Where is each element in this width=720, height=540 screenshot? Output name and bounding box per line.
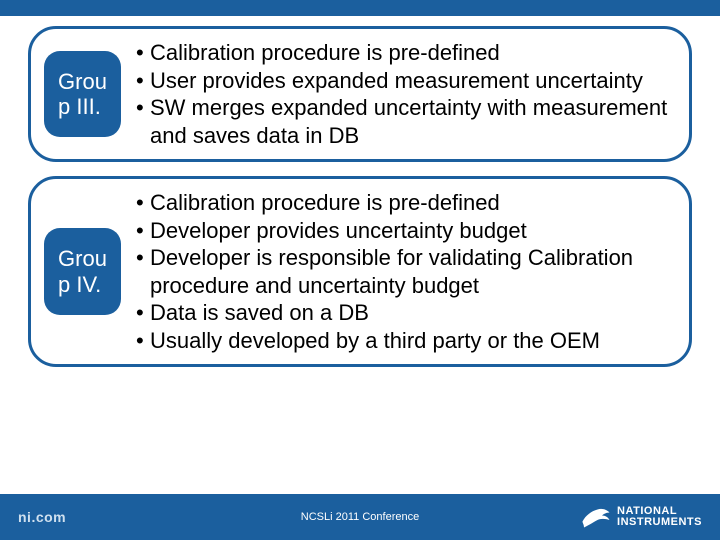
bullet-text: Developer is responsible for validating … <box>150 245 633 298</box>
ni-eagle-icon <box>581 505 611 529</box>
bullet-item: SW merges expanded uncertainty with meas… <box>136 94 677 149</box>
group-label-text: Group IV. <box>58 246 107 296</box>
footer-left-domain: ni.com <box>18 509 66 525</box>
group-box-iv: Group IV. Calibration procedure is pre-d… <box>28 176 692 367</box>
bullet-text: Data is saved on a DB <box>150 300 369 325</box>
bullet-item: Data is saved on a DB <box>136 299 677 327</box>
content-area: Group III. Calibration procedure is pre-… <box>0 16 720 367</box>
bullet-item: Calibration procedure is pre-defined <box>136 189 677 217</box>
group-box-iii: Group III. Calibration procedure is pre-… <box>28 26 692 162</box>
group-bullets-iv: Calibration procedure is pre-defined Dev… <box>130 189 677 354</box>
bullet-text: User provides expanded measurement uncer… <box>150 68 643 93</box>
bullet-text: Calibration procedure is pre-defined <box>150 40 500 65</box>
ni-logo: NATIONAL INSTRUMENTS <box>581 505 702 529</box>
bullet-text: Usually developed by a third party or th… <box>150 328 600 353</box>
ni-logo-line2: INSTRUMENTS <box>617 517 702 528</box>
bullet-text: SW merges expanded uncertainty with meas… <box>150 95 667 148</box>
bullet-item: Usually developed by a third party or th… <box>136 327 677 355</box>
bullet-item: User provides expanded measurement uncer… <box>136 67 677 95</box>
bullet-item: Developer provides uncertainty budget <box>136 217 677 245</box>
group-label-text: Group III. <box>58 69 107 119</box>
bullet-text: Calibration procedure is pre-defined <box>150 190 500 215</box>
group-label-iv: Group IV. <box>44 228 121 315</box>
group-label-wrap: Group IV. <box>35 228 130 315</box>
footer-right-logo: NATIONAL INSTRUMENTS <box>581 505 702 529</box>
bullet-item: Calibration procedure is pre-defined <box>136 39 677 67</box>
footer-center-conference: NCSLi 2011 Conference <box>301 511 419 523</box>
footer-bar: ni.com NCSLi 2011 Conference NATIONAL IN… <box>0 494 720 540</box>
group-label-wrap: Group III. <box>35 51 130 138</box>
ni-logo-text: NATIONAL INSTRUMENTS <box>617 506 702 528</box>
top-accent-bar <box>0 0 720 16</box>
bullet-text: Developer provides uncertainty budget <box>150 218 527 243</box>
slide: Group III. Calibration procedure is pre-… <box>0 0 720 540</box>
bullet-item: Developer is responsible for validating … <box>136 244 677 299</box>
group-label-iii: Group III. <box>44 51 121 138</box>
group-bullets-iii: Calibration procedure is pre-defined Use… <box>130 39 677 149</box>
